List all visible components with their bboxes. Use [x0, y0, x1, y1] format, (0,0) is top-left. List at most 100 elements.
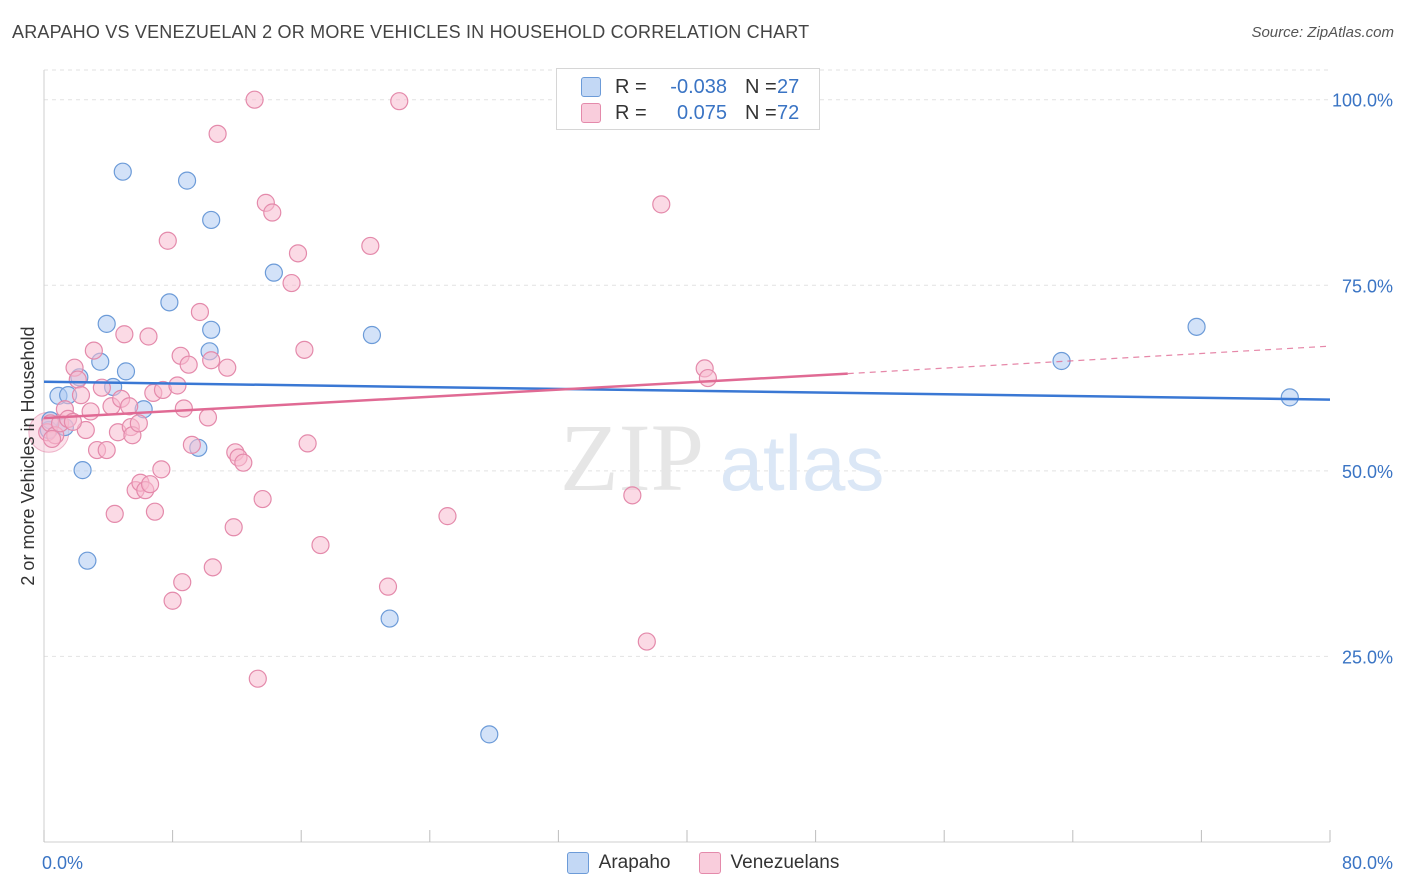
venezuelan-point	[198, 408, 218, 427]
venezuelan-trend-extension	[847, 345, 1331, 375]
venezuelan-point	[263, 203, 282, 222]
venezuelan-point	[245, 90, 264, 109]
arapaho-point	[1280, 388, 1299, 407]
venezuelan-point	[361, 236, 380, 256]
venezuelan-point	[623, 486, 642, 505]
venezuelan-point	[76, 420, 95, 440]
legend-n-value: 27	[777, 75, 800, 98]
venezuelan-point	[152, 460, 171, 479]
venezuelan-point	[224, 518, 243, 537]
venezuelan-point	[637, 632, 656, 651]
legend-label-venezuelans: Venezuelans	[730, 852, 840, 873]
arapaho-point	[264, 263, 283, 282]
venezuelan-point	[234, 453, 253, 472]
axis-layer: 25.0% 50.0% 75.0% 100.0% 0.0% 80.0%	[42, 70, 1393, 873]
chart-title: ARAPAHO VS VENEZUELAN 2 OR MORE VEHICLES…	[12, 22, 810, 42]
x-tick-label: 80.0%	[1342, 853, 1393, 873]
venezuelan-point	[173, 573, 192, 592]
venezuelan-point	[182, 435, 201, 454]
y-tick-label: 100.0%	[1332, 91, 1393, 111]
venezuelan-point	[84, 341, 103, 360]
arapaho-legend-swatch	[566, 852, 589, 874]
legend-n-value: 72	[777, 101, 800, 124]
venezuelan-point	[190, 302, 210, 322]
venezuelan-point	[139, 327, 158, 346]
arapaho-point	[1187, 317, 1206, 336]
legend-label-arapaho: Arapaho	[598, 852, 671, 873]
arapaho-trend-line	[43, 380, 1331, 401]
trend-layer	[43, 345, 1331, 420]
venezuelan-point	[438, 507, 457, 526]
venezuelan-point	[68, 370, 87, 389]
venezuelan-point	[174, 399, 193, 418]
series-legend: Arapaho Venezuelans	[0, 852, 1406, 874]
venezuelan-point	[295, 340, 314, 359]
legend-r-value: -0.038	[670, 75, 727, 98]
arapaho-point	[73, 461, 92, 480]
point-layer	[28, 90, 1299, 744]
legend-row-venezuelans: R = 0.075 N = 72	[581, 101, 799, 125]
arapaho-point	[116, 362, 136, 381]
venezuelan-point	[311, 535, 330, 555]
correlation-legend: R = -0.038 N = 27 R = 0.075 N = 72	[556, 68, 820, 130]
arapaho-point	[78, 551, 97, 570]
venezuelan-swatch	[581, 103, 601, 123]
venezuelan-point	[42, 429, 62, 449]
venezuelan-point	[288, 244, 308, 263]
venezuelan-point	[298, 434, 317, 453]
arapaho-point	[362, 325, 382, 345]
venezuelan-point	[105, 504, 124, 524]
legend-item-venezuelans: Venezuelans	[698, 852, 840, 874]
legend-item-arapaho: Arapaho	[566, 852, 671, 874]
venezuelan-point	[140, 475, 160, 494]
venezuelan-point	[390, 92, 409, 111]
venezuelan-point	[145, 502, 165, 521]
watermark-atlas: atlas	[720, 419, 885, 507]
venezuelan-point	[248, 669, 267, 688]
legend-r-value: 0.075	[676, 101, 727, 124]
venezuelan-point	[253, 489, 272, 509]
arapaho-point	[97, 314, 116, 333]
legend-row-arapaho: R = -0.038 N = 27	[581, 75, 799, 99]
legend-r-label: R =	[615, 101, 647, 124]
arapaho-point	[380, 609, 399, 628]
y-tick-label: 75.0%	[1342, 276, 1393, 296]
venezuelan-point	[158, 231, 177, 250]
venezuelan-point	[208, 124, 227, 143]
venezuelan-point	[115, 325, 134, 344]
arapaho-point	[480, 725, 499, 744]
arapaho-point	[202, 210, 221, 230]
venezuelan-point	[652, 195, 671, 214]
arapaho-swatch	[581, 77, 601, 97]
venezuelan-point	[120, 397, 139, 416]
venezuelan-point	[179, 355, 198, 374]
y-axis-label: 2 or more Vehicles in Household	[18, 326, 38, 585]
legend-n-label: N =	[745, 101, 777, 124]
source-label: Source: ZipAtlas.com	[1251, 24, 1394, 41]
venezuelan-point	[71, 386, 91, 405]
venezuelan-point	[202, 351, 221, 370]
venezuelan-point	[97, 440, 116, 460]
y-tick-label: 25.0%	[1342, 647, 1393, 667]
venezuelan-point	[698, 368, 717, 388]
arapaho-point	[202, 320, 221, 339]
grid-layer	[44, 69, 1330, 657]
venezuelan-point	[129, 414, 148, 433]
venezuelan-point	[282, 273, 301, 293]
venezuelan-point	[203, 558, 222, 577]
legend-n-label: N =	[745, 75, 777, 98]
venezuelan-point	[163, 591, 182, 610]
venezuelan-point	[81, 402, 100, 421]
legend-r-label: R =	[615, 75, 647, 98]
venezuelan-point	[218, 358, 237, 377]
arapaho-point	[160, 293, 179, 312]
x-tick-label: 0.0%	[42, 853, 83, 873]
arapaho-point	[113, 162, 132, 181]
arapaho-point	[177, 171, 197, 190]
venezuelan-trend-line	[43, 372, 848, 420]
venezuelan-legend-swatch	[698, 852, 721, 874]
venezuelan-point	[168, 376, 187, 395]
venezuelan-point	[378, 577, 398, 596]
y-tick-label: 50.0%	[1342, 462, 1393, 482]
